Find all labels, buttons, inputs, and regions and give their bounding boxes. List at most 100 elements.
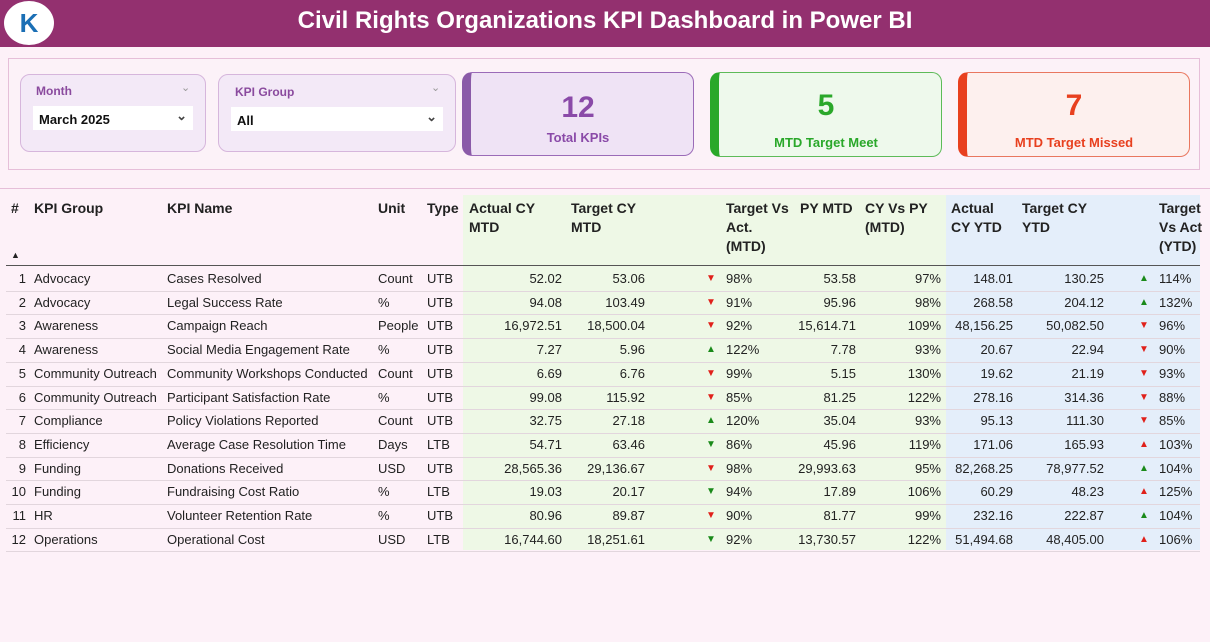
- table-cell: 89.87: [566, 504, 645, 527]
- table-cell: 103%: [1159, 433, 1204, 456]
- table-cell: Donations Received: [167, 457, 372, 480]
- table-cell: 81.77: [786, 504, 856, 527]
- table-cell: 93%: [866, 338, 941, 361]
- table-cell: 11: [4, 504, 26, 527]
- collapse-icon[interactable]: ⌄: [181, 81, 190, 94]
- dashboard-title: Civil Rights Organizations KPI Dashboard…: [0, 0, 1210, 44]
- table-cell: Awareness: [34, 314, 164, 337]
- filter-dropdown[interactable]: All⌄: [231, 107, 443, 131]
- table-cell: UTB: [427, 267, 462, 290]
- status-arrow: ▲: [704, 409, 718, 432]
- status-arrow: ▲: [1137, 528, 1151, 551]
- table-cell: 122%: [726, 338, 786, 361]
- table-cell: Funding: [34, 480, 164, 503]
- table-cell: 6.69: [466, 362, 562, 385]
- kpi-group-filter[interactable]: KPI Group ⌄ All⌄: [218, 74, 456, 152]
- table-cell: 93%: [1159, 362, 1204, 385]
- status-arrow: ▼: [704, 457, 718, 480]
- card-value: 7: [967, 89, 1181, 123]
- table-cell: 106%: [866, 480, 941, 503]
- column-header: Target Vs Act. (MTD): [726, 199, 792, 256]
- table-cell: 53.58: [786, 267, 856, 290]
- filter-dropdown[interactable]: March 2025⌄: [33, 106, 193, 130]
- status-arrow: ▼: [704, 528, 718, 551]
- table-cell: 114%: [1159, 267, 1204, 290]
- table-cell: 5.96: [566, 338, 645, 361]
- table-cell: 81.25: [786, 386, 856, 409]
- table-cell: People: [378, 314, 423, 337]
- table-cell: 88%: [1159, 386, 1204, 409]
- table-cell: UTB: [427, 386, 462, 409]
- table-cell: Operational Cost: [167, 528, 372, 551]
- table-cell: LTB: [427, 433, 462, 456]
- table-cell: 92%: [726, 528, 786, 551]
- column-header: KPI Name: [167, 199, 372, 218]
- card-value: 12: [471, 91, 685, 125]
- status-arrow: ▼: [704, 480, 718, 503]
- column-header: #: [11, 199, 31, 218]
- kpi-card: 5 MTD Target Meet: [710, 72, 942, 157]
- table-cell: 98%: [726, 267, 786, 290]
- status-arrow: ▼: [1137, 314, 1151, 337]
- collapse-icon[interactable]: ⌄: [431, 81, 440, 94]
- column-header: PY MTD: [800, 199, 860, 218]
- sort-icon[interactable]: ▲: [11, 250, 20, 260]
- table-cell: %: [378, 338, 423, 361]
- table-cell: 119%: [866, 433, 941, 456]
- table-cell: %: [378, 291, 423, 314]
- table-cell: 92%: [726, 314, 786, 337]
- table-cell: 90%: [726, 504, 786, 527]
- table-cell: 29,993.63: [786, 457, 856, 480]
- table-cell: 80.96: [466, 504, 562, 527]
- table-cell: 7.27: [466, 338, 562, 361]
- table-cell: 5.15: [786, 362, 856, 385]
- table-cell: Campaign Reach: [167, 314, 372, 337]
- card-label: MTD Target Meet: [719, 135, 933, 150]
- table-cell: 51,494.68: [948, 528, 1013, 551]
- table-cell: UTB: [427, 409, 462, 432]
- table-cell: Volunteer Retention Rate: [167, 504, 372, 527]
- table-cell: 7.78: [786, 338, 856, 361]
- month-filter[interactable]: Month ⌄ March 2025⌄: [20, 74, 206, 152]
- status-arrow: ▲: [1137, 433, 1151, 456]
- logo: K: [4, 1, 54, 45]
- table-cell: 82,268.25: [948, 457, 1013, 480]
- table-cell: 85%: [726, 386, 786, 409]
- table-cell: 99%: [726, 362, 786, 385]
- row-separator: [6, 551, 1200, 552]
- column-header: Actual CY MTD: [469, 199, 559, 237]
- table-cell: 45.96: [786, 433, 856, 456]
- table-cell: 122%: [866, 528, 941, 551]
- table-cell: 99%: [866, 504, 941, 527]
- table-cell: 122%: [866, 386, 941, 409]
- table-cell: 120%: [726, 409, 786, 432]
- table-cell: %: [378, 386, 423, 409]
- table-cell: 85%: [1159, 409, 1204, 432]
- table-cell: 93%: [866, 409, 941, 432]
- table-cell: 48,156.25: [948, 314, 1013, 337]
- table-cell: 314.36: [1018, 386, 1104, 409]
- filter-value: March 2025: [39, 112, 110, 127]
- table-cell: 115.92: [566, 386, 645, 409]
- status-arrow: ▲: [1137, 267, 1151, 290]
- table-cell: 86%: [726, 433, 786, 456]
- table-cell: Community Outreach: [34, 386, 164, 409]
- table-cell: 6.76: [566, 362, 645, 385]
- table-cell: 91%: [726, 291, 786, 314]
- table-cell: 18,251.61: [566, 528, 645, 551]
- kpi-card: 12 Total KPIs: [462, 72, 694, 156]
- table-cell: 232.16: [948, 504, 1013, 527]
- table-cell: 3: [4, 314, 26, 337]
- table-cell: UTB: [427, 504, 462, 527]
- table-cell: 28,565.36: [466, 457, 562, 480]
- table-cell: 12: [4, 528, 26, 551]
- table-cell: LTB: [427, 480, 462, 503]
- table-cell: 104%: [1159, 457, 1204, 480]
- table-cell: 165.93: [1018, 433, 1104, 456]
- table-cell: 5: [4, 362, 26, 385]
- table-cell: 20.67: [948, 338, 1013, 361]
- table-cell: 148.01: [948, 267, 1013, 290]
- table-cell: 6: [4, 386, 26, 409]
- table-cell: Count: [378, 409, 423, 432]
- table-cell: 16,744.60: [466, 528, 562, 551]
